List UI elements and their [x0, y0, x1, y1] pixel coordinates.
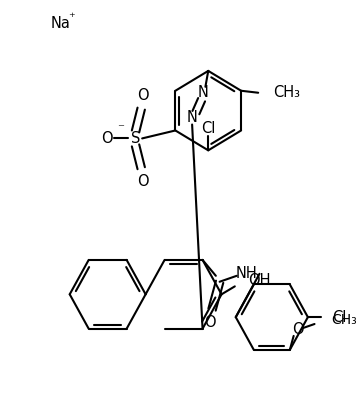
Text: NH: NH: [235, 266, 257, 281]
Text: O: O: [292, 322, 303, 338]
Text: Na: Na: [51, 16, 71, 31]
Text: ⁺: ⁺: [68, 11, 75, 24]
Text: O: O: [204, 315, 216, 330]
Text: N: N: [198, 85, 209, 100]
Text: N: N: [187, 110, 197, 125]
Text: Cl: Cl: [332, 310, 347, 325]
Text: O: O: [137, 88, 149, 103]
Text: S: S: [131, 131, 140, 146]
Text: ⁻: ⁻: [117, 122, 124, 135]
Text: CH₃: CH₃: [332, 313, 357, 327]
Text: Cl: Cl: [201, 121, 216, 136]
Text: O: O: [137, 174, 149, 189]
Text: CH₃: CH₃: [273, 85, 300, 100]
Text: OH: OH: [248, 273, 271, 288]
Text: O: O: [101, 131, 113, 146]
